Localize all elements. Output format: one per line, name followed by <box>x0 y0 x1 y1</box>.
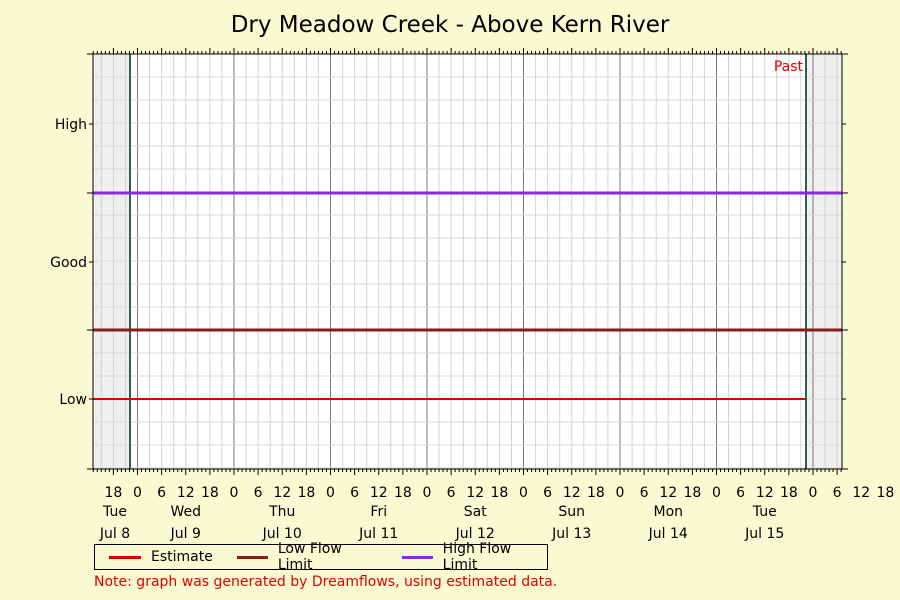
legend-item-estimate: Estimate <box>109 549 213 565</box>
day-label-weekday: Mon <box>653 504 683 520</box>
x-tick-label: 6 <box>543 485 552 501</box>
x-tick-label: 12 <box>177 485 195 501</box>
day-label-date: Jul 8 <box>99 526 130 542</box>
x-tick-label: 0 <box>133 485 142 501</box>
day-label-weekday: Sat <box>464 504 487 520</box>
day-label-date: Jul 10 <box>262 526 302 542</box>
data-note: Note: graph was generated by Dreamflows,… <box>94 574 558 590</box>
x-tick-label: 0 <box>423 485 432 501</box>
x-tick-label: 12 <box>370 485 388 501</box>
x-tick-label: 0 <box>616 485 625 501</box>
day-label-weekday: Thu <box>268 504 295 520</box>
x-tick-label: 18 <box>683 485 701 501</box>
x-tick-label: 12 <box>563 485 581 501</box>
legend-label-high-flow: High Flow Limit <box>442 541 512 573</box>
x-tick-label: 12 <box>466 485 484 501</box>
x-tick-label: 18 <box>297 485 315 501</box>
x-tick-label: 0 <box>230 485 239 501</box>
legend-swatch-high-flow <box>401 555 433 559</box>
x-tick-label: 12 <box>659 485 677 501</box>
chart-legend: Estimate Low Flow Limit High Flow Limit <box>94 541 548 573</box>
past-annotation: Past <box>774 59 804 75</box>
x-tick-label: 6 <box>157 485 166 501</box>
y-tick-label-good: Good <box>50 255 87 271</box>
y-tick-label-high: High <box>55 117 87 133</box>
x-tick-label: 12 <box>273 485 291 501</box>
day-label-weekday: Fri <box>370 504 387 520</box>
chart-title: Dry Meadow Creek - Above Kern River <box>230 12 670 38</box>
day-label-weekday: Tue <box>102 504 127 520</box>
day-label-weekday: Sun <box>558 504 585 520</box>
day-label-date: Jul 12 <box>455 526 495 542</box>
x-tick-label: 6 <box>350 485 359 501</box>
day-label-date: Jul 9 <box>170 526 201 542</box>
day-label-date: Jul 15 <box>744 526 784 542</box>
x-tick-label: 0 <box>326 485 335 501</box>
x-tick-label: 18 <box>394 485 412 501</box>
y-tick-label-low: Low <box>59 392 87 408</box>
x-tick-label: 0 <box>712 485 721 501</box>
x-tick-label: 18 <box>587 485 605 501</box>
legend-swatch-estimate <box>109 555 141 559</box>
x-tick-label: 18 <box>104 485 122 501</box>
legend-item-low-flow: Low Flow Limit <box>236 541 378 573</box>
legend-item-high-flow: High Flow Limit <box>401 541 547 573</box>
x-tick-label: 0 <box>809 485 818 501</box>
x-tick-label: 6 <box>447 485 456 501</box>
legend-swatch-low-flow <box>236 555 268 559</box>
x-tick-label: 18 <box>876 485 894 501</box>
day-label-weekday: Wed <box>170 504 201 520</box>
x-tick-label: 18 <box>490 485 508 501</box>
legend-label-low-flow: Low Flow Limit <box>277 541 342 573</box>
x-tick-label: 6 <box>254 485 263 501</box>
x-tick-label: 0 <box>519 485 528 501</box>
x-tick-label: 6 <box>833 485 842 501</box>
day-label-weekday: Tue <box>752 504 777 520</box>
x-tick-label: 18 <box>201 485 219 501</box>
x-tick-label: 6 <box>736 485 745 501</box>
day-label-date: Jul 11 <box>358 526 398 542</box>
legend-label-estimate: Estimate <box>151 549 213 565</box>
x-tick-label: 12 <box>852 485 870 501</box>
day-label-date: Jul 13 <box>551 526 591 542</box>
x-tick-label: 6 <box>640 485 649 501</box>
x-tick-label: 18 <box>780 485 798 501</box>
x-tick-label: 12 <box>756 485 774 501</box>
day-label-date: Jul 14 <box>648 526 688 542</box>
